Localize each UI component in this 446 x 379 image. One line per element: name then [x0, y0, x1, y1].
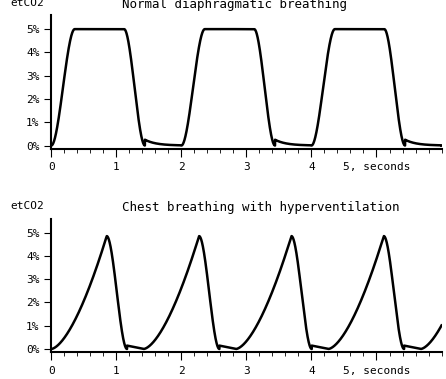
- Text: etCO2: etCO2: [10, 201, 44, 211]
- Text: Normal diaphragmatic breathing: Normal diaphragmatic breathing: [121, 0, 347, 11]
- Text: Chest breathing with hyperventilation: Chest breathing with hyperventilation: [121, 201, 399, 214]
- Text: etCO2: etCO2: [10, 0, 44, 8]
